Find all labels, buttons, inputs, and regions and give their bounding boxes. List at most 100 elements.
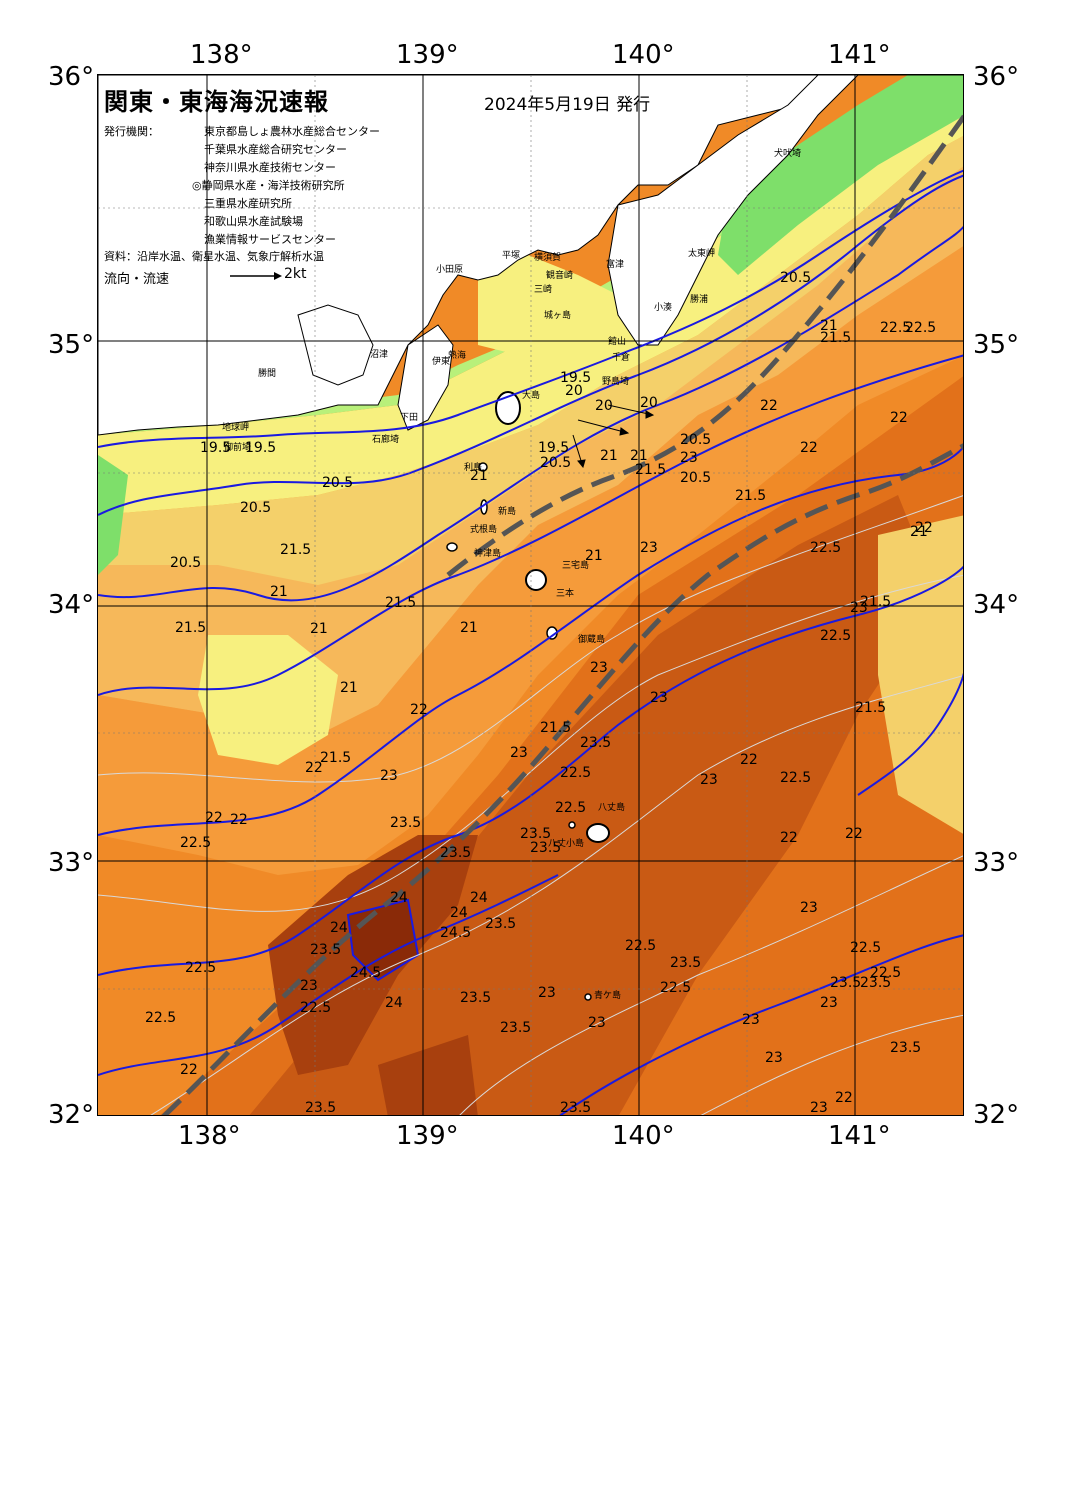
lon-top-139: 139°	[396, 40, 459, 70]
isotherm-label: 22	[780, 830, 798, 846]
agency-item: 三重県水産研究所	[204, 197, 292, 210]
isotherm-label: 21.5	[385, 595, 417, 611]
isotherm-label: 21	[310, 621, 328, 637]
place-miyakejima: 三宅島	[562, 561, 590, 571]
isotherm-label: 23	[700, 772, 718, 788]
island-oshima	[495, 391, 521, 425]
isotherm-label: 23	[640, 540, 658, 556]
isotherm-label: 20	[565, 383, 583, 399]
isotherm-label: 23.5	[310, 942, 342, 958]
isotherm-label: 23.5	[530, 840, 562, 856]
isotherm-label: 21	[460, 620, 478, 636]
isotherm-label: 22.5	[300, 1000, 332, 1016]
isotherm-label: 20.5	[240, 500, 272, 516]
place-hachijojima: 八丈島	[598, 803, 626, 813]
isotherm-label: 22.5	[625, 938, 657, 954]
land-izu-peninsula	[397, 324, 454, 431]
isotherm-label: 22.5	[185, 960, 217, 976]
place-atami: 熱海	[448, 351, 467, 361]
isotherm-label: 21	[820, 318, 838, 334]
isotherm-label: 23	[380, 768, 398, 784]
current-legend-value: 2kt	[284, 266, 307, 282]
graticule	[98, 75, 963, 1115]
isotherm-label: 22.5	[905, 320, 937, 336]
isotherm-label: 22	[835, 1090, 853, 1106]
isotherm-label: 24	[330, 920, 348, 936]
agency-item: ◎静岡県水産・海洋技術研究所	[192, 179, 345, 192]
lon-bottom-138: 138°	[178, 1121, 241, 1151]
island-kozushima	[446, 542, 458, 552]
lat-right-34: 34°	[973, 590, 1020, 620]
isotherm-label: 23	[765, 1050, 783, 1066]
isotherm-label: 23	[588, 1015, 606, 1031]
isotherm-label: 24	[385, 995, 403, 1011]
place-katsuma: 勝間	[258, 369, 277, 379]
place-nojimazaki: 野島埼	[602, 377, 630, 387]
island-aogashima	[584, 993, 592, 1001]
agency-label: 発行機関：	[104, 125, 159, 138]
isotherm-label: 23	[650, 690, 668, 706]
lon-top-141: 141°	[828, 40, 891, 70]
isotherm-label: 19.5	[560, 370, 592, 386]
island-miyakejima	[525, 569, 547, 591]
sea-zone-20-5	[98, 76, 963, 515]
isotherm-label: 21.5	[280, 542, 312, 558]
place-yokosuka: 横須賀	[534, 253, 562, 263]
agency-item: 神奈川県水産技術センター	[204, 161, 336, 174]
isotherm-label: 22	[230, 812, 248, 828]
isotherm-label: 21.5	[320, 750, 352, 766]
lat-left-34: 34°	[48, 590, 95, 620]
lat-left-36: 36°	[48, 62, 95, 92]
place-chikyu: 地球岬	[222, 423, 250, 433]
isotherm-label: 22.5	[870, 965, 902, 981]
isotherm-label: 20.5	[680, 432, 712, 448]
isotherm-label: 22	[800, 440, 818, 456]
island-toshima	[478, 462, 488, 472]
isotherm-label: 23.5	[560, 1100, 592, 1116]
isotherm-label: 22	[740, 752, 758, 768]
place-oshima: 大島	[522, 391, 541, 401]
current-legend-arrow-icon	[230, 272, 282, 280]
place-hiratsuka: 平塚	[502, 251, 521, 261]
isotherm-label: 22	[890, 410, 908, 426]
isotherm-label: 19.5	[538, 440, 570, 456]
isotherm-label: 23.5	[580, 735, 612, 751]
place-tateyama: 館山	[608, 337, 627, 347]
isotherm-label: 22	[760, 398, 778, 414]
place-ito: 伊東	[432, 357, 451, 367]
sea-zone-24-south	[378, 1035, 478, 1115]
isotherm-label: 23.5	[460, 990, 492, 1006]
isotherms-minor	[98, 495, 963, 1115]
isotherm-label: 20.5	[322, 475, 354, 491]
isotherm-label: 21	[585, 548, 603, 564]
place-toshima: 利島	[464, 463, 483, 473]
isotherm-label: 23.5	[440, 845, 472, 861]
isotherm-label: 21.5	[855, 700, 887, 716]
isotherm-label: 21	[910, 524, 928, 540]
isotherm-label: 23	[538, 985, 556, 1001]
isotherm-label: 22.5	[850, 940, 882, 956]
isotherm-label: 23.5	[305, 1100, 337, 1116]
lat-left-32: 32°	[48, 1100, 95, 1130]
place-shimoda: 下田	[400, 413, 419, 423]
agency-item: 東京都島しょ農林水産総合センター	[204, 125, 380, 138]
place-inubozaki: 犬吠埼	[774, 149, 802, 159]
lat-right-33: 33°	[973, 848, 1020, 878]
isotherm-label: 23	[590, 660, 608, 676]
place-misaki: 三崎	[534, 285, 553, 295]
isotherm-label: 22	[180, 1062, 198, 1078]
isotherm-label: 19.5	[200, 440, 232, 456]
isotherm-label: 21.5	[735, 488, 767, 504]
kuroshio-axis-north	[446, 113, 963, 577]
place-hachijokojima: 八丈小島	[548, 839, 585, 849]
lon-bottom-141: 141°	[828, 1121, 891, 1151]
sea-zone-21	[98, 136, 963, 585]
island-hachijojima	[586, 823, 610, 843]
place-kominato: 小湊	[654, 303, 673, 313]
agency-item: 漁業情報サービスセンター	[204, 233, 336, 246]
sea-zone-21-5	[98, 156, 963, 735]
isotherm-label: 23.5	[485, 916, 517, 932]
lat-left-33: 33°	[48, 848, 95, 878]
isotherm-label: 23	[680, 450, 698, 466]
place-omaezaki: 御前埼	[224, 443, 252, 453]
